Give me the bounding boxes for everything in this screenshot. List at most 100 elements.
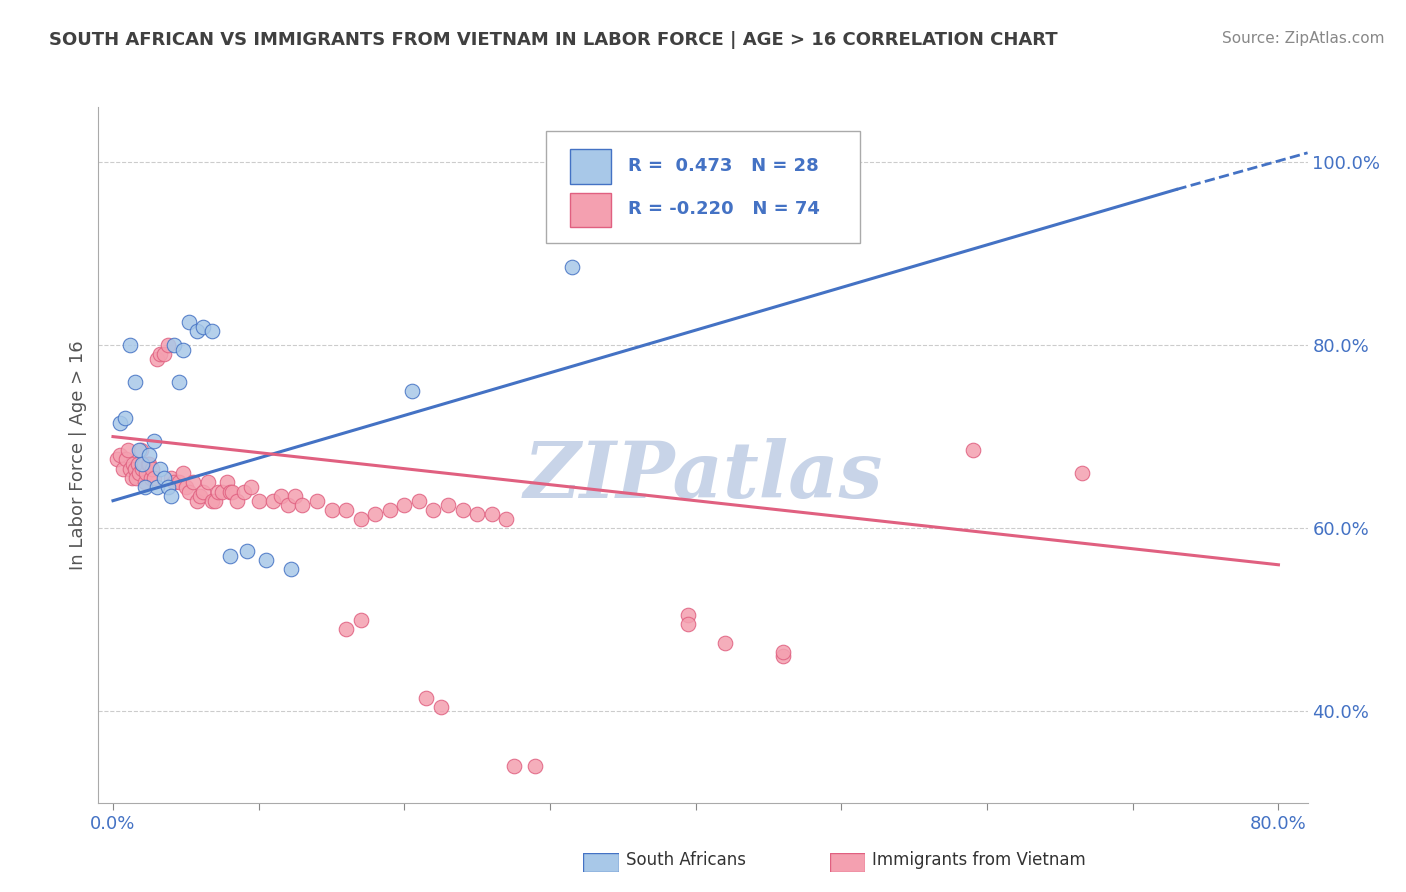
Point	[335, 622, 357, 636]
Point	[120, 338, 142, 352]
Point	[495, 512, 517, 526]
Point	[153, 471, 176, 485]
Point	[136, 457, 159, 471]
Point	[240, 480, 263, 494]
Point	[145, 480, 167, 494]
Point	[211, 484, 233, 499]
Point	[350, 512, 373, 526]
Point	[481, 508, 503, 522]
Point	[177, 315, 200, 329]
Point	[772, 649, 794, 664]
Point	[204, 493, 226, 508]
Point	[131, 461, 153, 475]
Point	[437, 498, 460, 512]
Point	[465, 508, 488, 522]
Point	[401, 384, 423, 398]
Point	[305, 493, 328, 508]
Point	[181, 475, 204, 490]
Point	[128, 467, 150, 481]
Point	[129, 443, 152, 458]
Point	[247, 493, 270, 508]
Point	[177, 484, 200, 499]
Point	[678, 608, 700, 623]
Point	[124, 375, 146, 389]
Point	[218, 484, 240, 499]
Point	[167, 475, 190, 490]
Point	[277, 498, 299, 512]
Point	[117, 443, 139, 458]
Text: Source: ZipAtlas.com: Source: ZipAtlas.com	[1222, 31, 1385, 46]
Point	[378, 503, 401, 517]
Point	[120, 461, 142, 475]
Point	[221, 484, 243, 499]
Point	[678, 617, 700, 632]
Point	[167, 375, 190, 389]
Point	[233, 484, 256, 499]
Point	[714, 635, 737, 649]
Point	[172, 467, 194, 481]
Point	[149, 461, 172, 475]
Point	[142, 471, 165, 485]
Point	[335, 503, 357, 517]
Point	[112, 461, 135, 475]
Point	[142, 434, 165, 449]
Point	[131, 457, 153, 471]
Text: R =  0.473   N = 28: R = 0.473 N = 28	[628, 157, 818, 175]
Point	[134, 480, 156, 494]
Point	[138, 457, 160, 471]
Point	[139, 471, 162, 485]
Point	[141, 461, 163, 475]
Point	[524, 759, 547, 773]
Point	[291, 498, 314, 512]
Point	[451, 503, 474, 517]
Point	[193, 484, 215, 499]
Point	[110, 416, 132, 430]
Point	[280, 562, 302, 576]
Point	[160, 471, 183, 485]
Point	[270, 489, 292, 503]
Point	[157, 480, 180, 494]
Text: Immigrants from Vietnam: Immigrants from Vietnam	[872, 851, 1085, 869]
Point	[157, 338, 180, 352]
Point	[215, 475, 238, 490]
Point	[321, 503, 343, 517]
Text: SOUTH AFRICAN VS IMMIGRANTS FROM VIETNAM IN LABOR FORCE | AGE > 16 CORRELATION C: SOUTH AFRICAN VS IMMIGRANTS FROM VIETNAM…	[49, 31, 1057, 49]
Point	[429, 699, 451, 714]
Point	[364, 508, 387, 522]
Point	[218, 549, 240, 563]
Point	[174, 480, 197, 494]
Point	[197, 475, 219, 490]
Point	[350, 613, 373, 627]
Point	[962, 443, 984, 458]
Point	[422, 503, 444, 517]
FancyBboxPatch shape	[569, 194, 612, 227]
Point	[186, 493, 208, 508]
Point	[138, 448, 160, 462]
Point	[134, 475, 156, 490]
Point	[135, 467, 157, 481]
Point	[127, 457, 149, 471]
Point	[105, 452, 128, 467]
Point	[207, 484, 229, 499]
Point	[1070, 467, 1092, 481]
FancyBboxPatch shape	[569, 150, 612, 184]
Point	[394, 498, 416, 512]
Point	[163, 338, 186, 352]
Point	[236, 544, 259, 558]
Point	[201, 493, 224, 508]
Point	[415, 690, 437, 705]
Y-axis label: In Labor Force | Age > 16: In Labor Force | Age > 16	[69, 340, 87, 570]
Text: South Africans: South Africans	[626, 851, 745, 869]
Point	[225, 493, 247, 508]
Point	[262, 493, 284, 508]
Point	[125, 471, 148, 485]
Point	[823, 219, 845, 233]
Point	[284, 489, 307, 503]
Text: R = -0.220   N = 74: R = -0.220 N = 74	[628, 201, 820, 219]
FancyBboxPatch shape	[546, 131, 860, 243]
Point	[502, 759, 524, 773]
Point	[149, 347, 172, 361]
Point	[193, 319, 215, 334]
Point	[115, 452, 138, 467]
Point	[114, 411, 136, 425]
